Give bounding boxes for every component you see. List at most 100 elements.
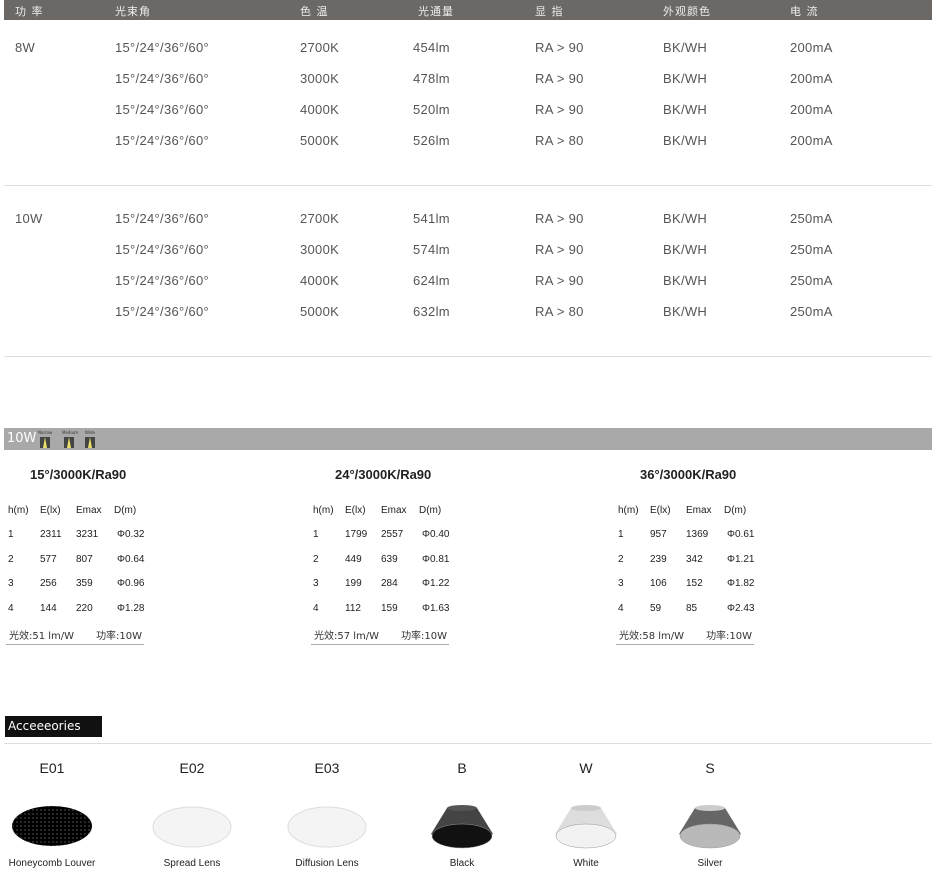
spec-cell: RA > 90 xyxy=(535,40,584,55)
spec-cell: 200mA xyxy=(790,133,833,148)
column-header: Emax xyxy=(76,505,102,516)
photometric-cell: 3 xyxy=(313,578,319,589)
wide-beam-icon: Wide xyxy=(83,430,97,448)
spec-cell: 541lm xyxy=(413,211,450,226)
photometric-cell: Φ0.32 xyxy=(117,529,145,540)
spec-cell: BK/WH xyxy=(663,40,708,55)
block-footer: 光效:51 lm/W 功率:10W xyxy=(6,627,144,645)
spec-cell: 15°/24°/36°/60° xyxy=(115,242,209,257)
photometric-cell: 284 xyxy=(381,578,398,589)
photometric-cell: 112 xyxy=(345,602,361,614)
spec-cell: BK/WH xyxy=(663,211,708,226)
spec-cell: 574lm xyxy=(413,242,450,257)
reflector-image xyxy=(417,800,507,850)
column-header: 功 率 xyxy=(15,5,44,18)
spec-cell: RA > 90 xyxy=(535,273,584,288)
accessory-label: Honeycomb Louver xyxy=(8,858,96,869)
photometric-cell: 957 xyxy=(650,529,667,540)
photometric-cell: 449 xyxy=(345,553,362,565)
reflector-image xyxy=(665,800,755,850)
spec-cell: BK/WH xyxy=(663,71,708,86)
spec-cell: BK/WH xyxy=(663,133,708,148)
photometric-cell: 359 xyxy=(76,578,93,589)
photometric-cell: 220 xyxy=(76,602,93,614)
spec-cell: 15°/24°/36°/60° xyxy=(115,273,209,288)
photometric-cell: 152 xyxy=(686,578,703,589)
column-header: 电 流 xyxy=(790,5,819,18)
lens-image xyxy=(147,800,237,850)
photometric-cell: 2 xyxy=(8,553,14,565)
accessory-code: E03 xyxy=(314,760,340,776)
accessories-divider xyxy=(4,743,932,744)
photometric-cell: Φ0.61 xyxy=(727,529,755,540)
honeycomb-image xyxy=(7,800,97,850)
column-header: 光束角 xyxy=(115,5,151,18)
photometric-cell: 106 xyxy=(650,578,667,589)
photometric-cell: 1 xyxy=(618,529,624,540)
accessory-label: Black xyxy=(449,858,475,869)
photometric-cell: 3 xyxy=(8,578,14,589)
spec-cell: 3000K xyxy=(300,71,340,86)
power-cell: 8W xyxy=(15,40,36,55)
spec-cell: 250mA xyxy=(790,242,833,257)
photometric-cell: 1 xyxy=(8,529,14,540)
spec-cell: 15°/24°/36°/60° xyxy=(115,211,209,226)
spec-cell: 15°/24°/36°/60° xyxy=(115,133,209,148)
column-header: h(m) xyxy=(8,505,29,516)
accessory-label: Silver xyxy=(697,858,723,869)
spec-cell: BK/WH xyxy=(663,273,708,288)
photometric-cell: 256 xyxy=(40,578,57,589)
photometric-cell: 4 xyxy=(8,602,14,614)
accessory-label: Diffusion Lens xyxy=(295,858,359,869)
spec-cell: 4000K xyxy=(300,102,340,117)
power-label: 10W xyxy=(7,431,37,446)
column-header: Emax xyxy=(381,505,407,516)
power: 功率:10W xyxy=(706,631,753,642)
spec-cell: RA > 90 xyxy=(535,71,584,86)
accessory-code: W xyxy=(579,760,593,776)
photometric-cell: 2557 xyxy=(381,529,404,540)
spec-cell: 454lm xyxy=(413,40,450,55)
accessory-code: S xyxy=(705,760,715,776)
narrow-beam-icon: Narrow xyxy=(38,430,52,448)
photometric-cell: 85 xyxy=(686,602,698,614)
reflector-image xyxy=(541,800,631,850)
photometric-cell: 2 xyxy=(313,553,319,565)
spec-cell: 5000K xyxy=(300,133,340,148)
accessory-code: B xyxy=(457,760,467,776)
spec-cell: 478lm xyxy=(413,71,450,86)
column-header: D(m) xyxy=(419,505,442,516)
spec-cell: 15°/24°/36°/60° xyxy=(115,71,209,86)
block-footer: 光效:58 lm/W 功率:10W xyxy=(616,627,754,645)
column-header: 色 温 xyxy=(300,5,329,18)
accessory-code: E02 xyxy=(179,760,205,776)
photometric-cell: 3 xyxy=(618,578,624,589)
column-header: E(lx) xyxy=(650,505,671,516)
photometric-cell: 2311 xyxy=(40,529,62,540)
spec-cell: 4000K xyxy=(300,273,340,288)
group-divider xyxy=(4,356,932,357)
spec-cell: 3000K xyxy=(300,242,340,257)
photometric-cell: Φ1.21 xyxy=(727,553,755,565)
photometric-cell: 807 xyxy=(76,553,93,565)
spec-cell: 624lm xyxy=(413,273,450,288)
spec-cell: 15°/24°/36°/60° xyxy=(115,304,209,319)
column-header: 外观颜色 xyxy=(663,5,711,18)
block-title: 24°/3000K/Ra90 xyxy=(335,467,432,482)
column-header: 显 指 xyxy=(535,5,564,18)
photometric-cell: 1369 xyxy=(686,529,709,540)
photometric-bar: 10W Narrow Medium Wide xyxy=(4,428,932,450)
spec-cell: BK/WH xyxy=(663,304,708,319)
photometric-cell: 159 xyxy=(381,602,398,614)
photometric-cell: 342 xyxy=(686,553,703,565)
spec-cell: 250mA xyxy=(790,304,833,319)
accessory-label: Spread Lens xyxy=(163,858,221,869)
photometric-cell: Φ0.96 xyxy=(117,578,145,589)
spec-cell: 2700K xyxy=(300,211,340,226)
power: 功率:10W xyxy=(96,631,143,642)
photometric-cell: 144 xyxy=(40,602,57,614)
photometric-cell: Φ0.81 xyxy=(422,553,450,565)
power-cell: 10W xyxy=(15,211,43,226)
spec-cell: 15°/24°/36°/60° xyxy=(115,40,209,55)
photometric-cell: Φ0.40 xyxy=(422,529,450,540)
